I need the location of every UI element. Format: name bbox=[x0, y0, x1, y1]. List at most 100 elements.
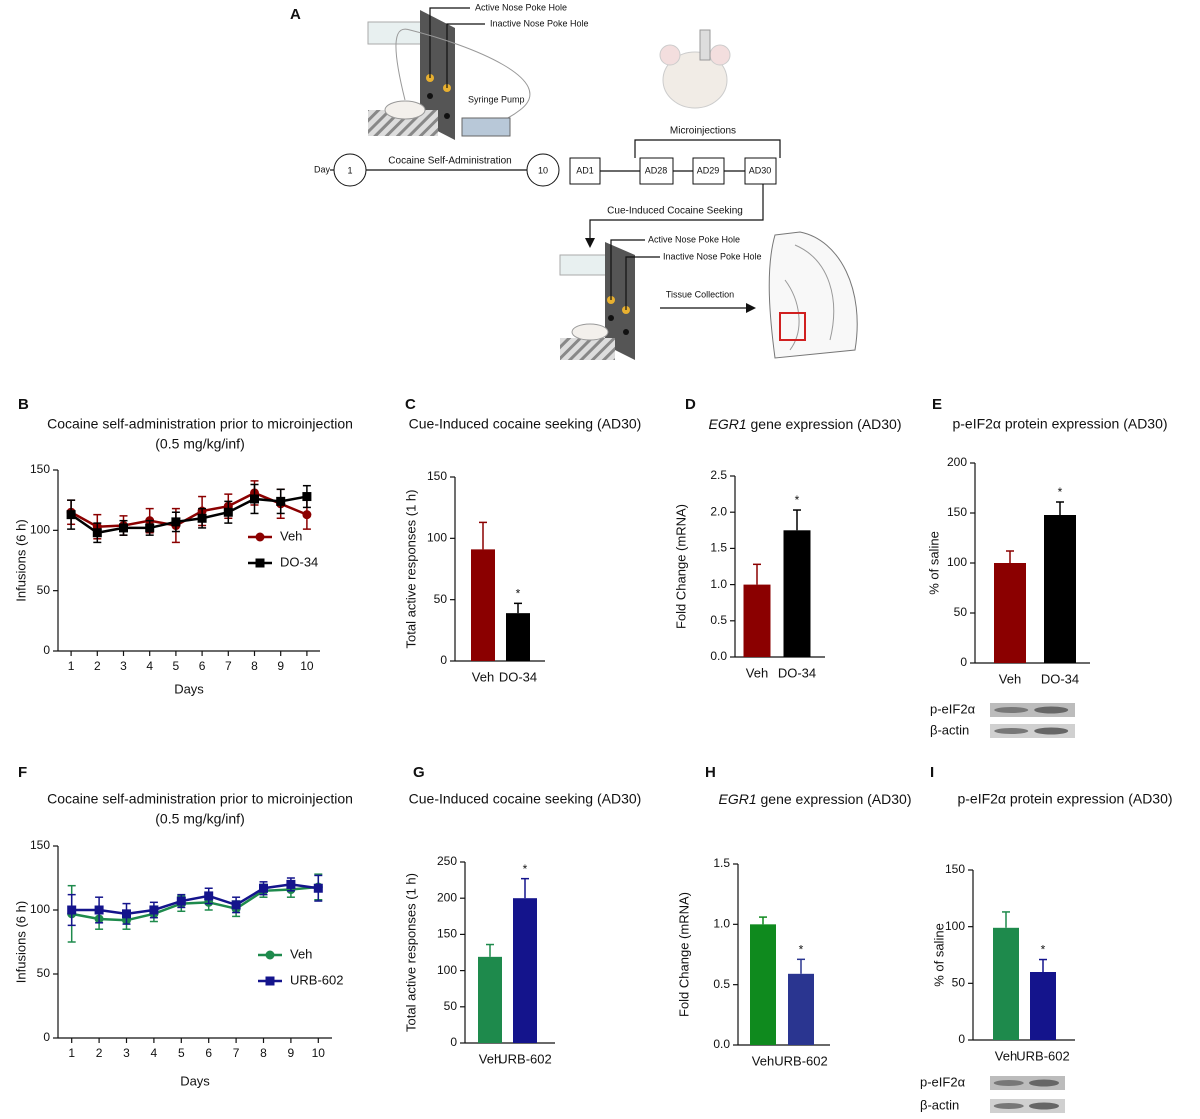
error-bar bbox=[797, 958, 805, 974]
legend-marker bbox=[255, 532, 265, 542]
bracket bbox=[634, 139, 781, 158]
title-text: gene expression (AD30) bbox=[757, 791, 912, 807]
bar bbox=[994, 563, 1026, 663]
title-text: gene expression (AD30) bbox=[747, 416, 902, 432]
y-tick-label: 0 bbox=[440, 653, 447, 667]
label: AD28 bbox=[645, 165, 668, 175]
cage-floor bbox=[560, 338, 615, 360]
pointer bbox=[429, 7, 470, 78]
marker bbox=[176, 896, 186, 906]
y-axis-label: Infusions (6 h) bbox=[13, 519, 28, 601]
label: 1 bbox=[347, 165, 352, 175]
label: AD29 bbox=[697, 165, 720, 175]
cage-wall bbox=[420, 10, 455, 140]
blot-band bbox=[990, 703, 1075, 717]
tube bbox=[395, 28, 531, 126]
marker bbox=[171, 517, 181, 527]
blot-band bbox=[990, 1076, 1065, 1090]
label: Active Nose Poke Hole bbox=[475, 2, 567, 12]
day-node bbox=[526, 153, 560, 187]
y-tick-label: 100 bbox=[947, 555, 967, 569]
y-tick-label: 100 bbox=[427, 531, 447, 545]
blot-signal bbox=[1034, 727, 1069, 735]
marker bbox=[92, 528, 102, 538]
x-tick-label: 9 bbox=[288, 1046, 295, 1060]
error-bar bbox=[793, 509, 801, 531]
annotation: * bbox=[1058, 485, 1063, 499]
chart-subtitle: (0.5 mg/kg/inf) bbox=[155, 436, 244, 452]
bar bbox=[1044, 515, 1076, 663]
annotation: * bbox=[1041, 943, 1046, 957]
y-tick-label: 0.5 bbox=[710, 613, 727, 627]
panel-letter: F bbox=[18, 764, 27, 781]
y-tick-label: 50 bbox=[434, 592, 448, 606]
bar bbox=[471, 549, 495, 661]
y-tick-label: 0 bbox=[960, 655, 967, 669]
ear bbox=[709, 44, 731, 66]
marker bbox=[204, 891, 214, 901]
y-tick-label: 100 bbox=[945, 919, 965, 933]
annotation: * bbox=[799, 942, 804, 956]
annotation: * bbox=[516, 587, 521, 601]
x-tick-label: 5 bbox=[173, 659, 180, 673]
mouse bbox=[384, 100, 426, 120]
legend-label: URB-602 bbox=[290, 972, 343, 987]
marker bbox=[313, 883, 323, 893]
x-tick-label: DO-34 bbox=[1041, 671, 1079, 686]
panel-letter: I bbox=[930, 764, 934, 781]
label: 10 bbox=[538, 165, 548, 175]
marker bbox=[286, 879, 296, 889]
bar bbox=[783, 530, 811, 657]
x-tick-label: Veh bbox=[479, 1051, 501, 1066]
pointer bbox=[610, 239, 645, 300]
panel-letter: B bbox=[18, 396, 29, 413]
error-bar bbox=[1006, 550, 1014, 563]
error-bar bbox=[759, 916, 767, 925]
y-axis-label: % of saline bbox=[931, 923, 946, 987]
error-bar bbox=[1002, 911, 1010, 928]
x-tick-label: 1 bbox=[68, 1046, 75, 1060]
x-tick-label: 9 bbox=[277, 659, 284, 673]
hole bbox=[427, 93, 433, 99]
y-tick-label: 0 bbox=[958, 1032, 965, 1046]
y-tick-label: 1.0 bbox=[713, 917, 730, 931]
bar bbox=[513, 898, 537, 1043]
x-tick-label: 4 bbox=[151, 1046, 158, 1060]
y-axis-label: Infusions (6 h) bbox=[13, 901, 28, 983]
x-tick-label: 4 bbox=[146, 659, 153, 673]
x-tick-label: Veh bbox=[472, 669, 494, 684]
bar bbox=[750, 924, 776, 1045]
x-tick-label: Veh bbox=[995, 1048, 1017, 1063]
annotation: * bbox=[523, 862, 528, 876]
label: Tissue Collection bbox=[666, 289, 734, 299]
mouse bbox=[662, 51, 728, 109]
x-tick-label: 8 bbox=[260, 1046, 267, 1060]
y-tick-label: 2.5 bbox=[710, 468, 727, 482]
x-axis-label: Days bbox=[174, 681, 204, 696]
error-bar bbox=[521, 877, 529, 899]
y-tick-label: 0.0 bbox=[713, 1037, 730, 1051]
title-gene: EGR1 bbox=[719, 791, 757, 807]
blot-signal bbox=[993, 1103, 1024, 1109]
legend-label: Veh bbox=[280, 528, 302, 543]
marker bbox=[197, 513, 207, 523]
x-tick-label: 6 bbox=[205, 1046, 212, 1060]
x-tick-label: URB-602 bbox=[498, 1051, 551, 1066]
label: Inactive Nose Poke Hole bbox=[663, 251, 762, 261]
blot-signal bbox=[1029, 1079, 1059, 1087]
arrowhead bbox=[585, 238, 595, 248]
panel-letter: G bbox=[413, 764, 425, 781]
label: AD1 bbox=[576, 165, 594, 175]
x-tick-label: URB-602 bbox=[1016, 1048, 1069, 1063]
x-tick-label: 10 bbox=[312, 1046, 326, 1060]
blot-signal bbox=[1034, 706, 1069, 714]
y-tick-label: 0.5 bbox=[713, 977, 730, 991]
x-tick-label: 10 bbox=[300, 659, 314, 673]
x-tick-label: 6 bbox=[199, 659, 206, 673]
y-tick-label: 150 bbox=[30, 462, 50, 476]
y-tick-label: 50 bbox=[954, 605, 968, 619]
chart-title: Cocaine self-administration prior to mic… bbox=[47, 791, 353, 807]
y-tick-label: 50 bbox=[37, 966, 51, 980]
ear bbox=[659, 44, 681, 66]
hole bbox=[623, 329, 629, 335]
